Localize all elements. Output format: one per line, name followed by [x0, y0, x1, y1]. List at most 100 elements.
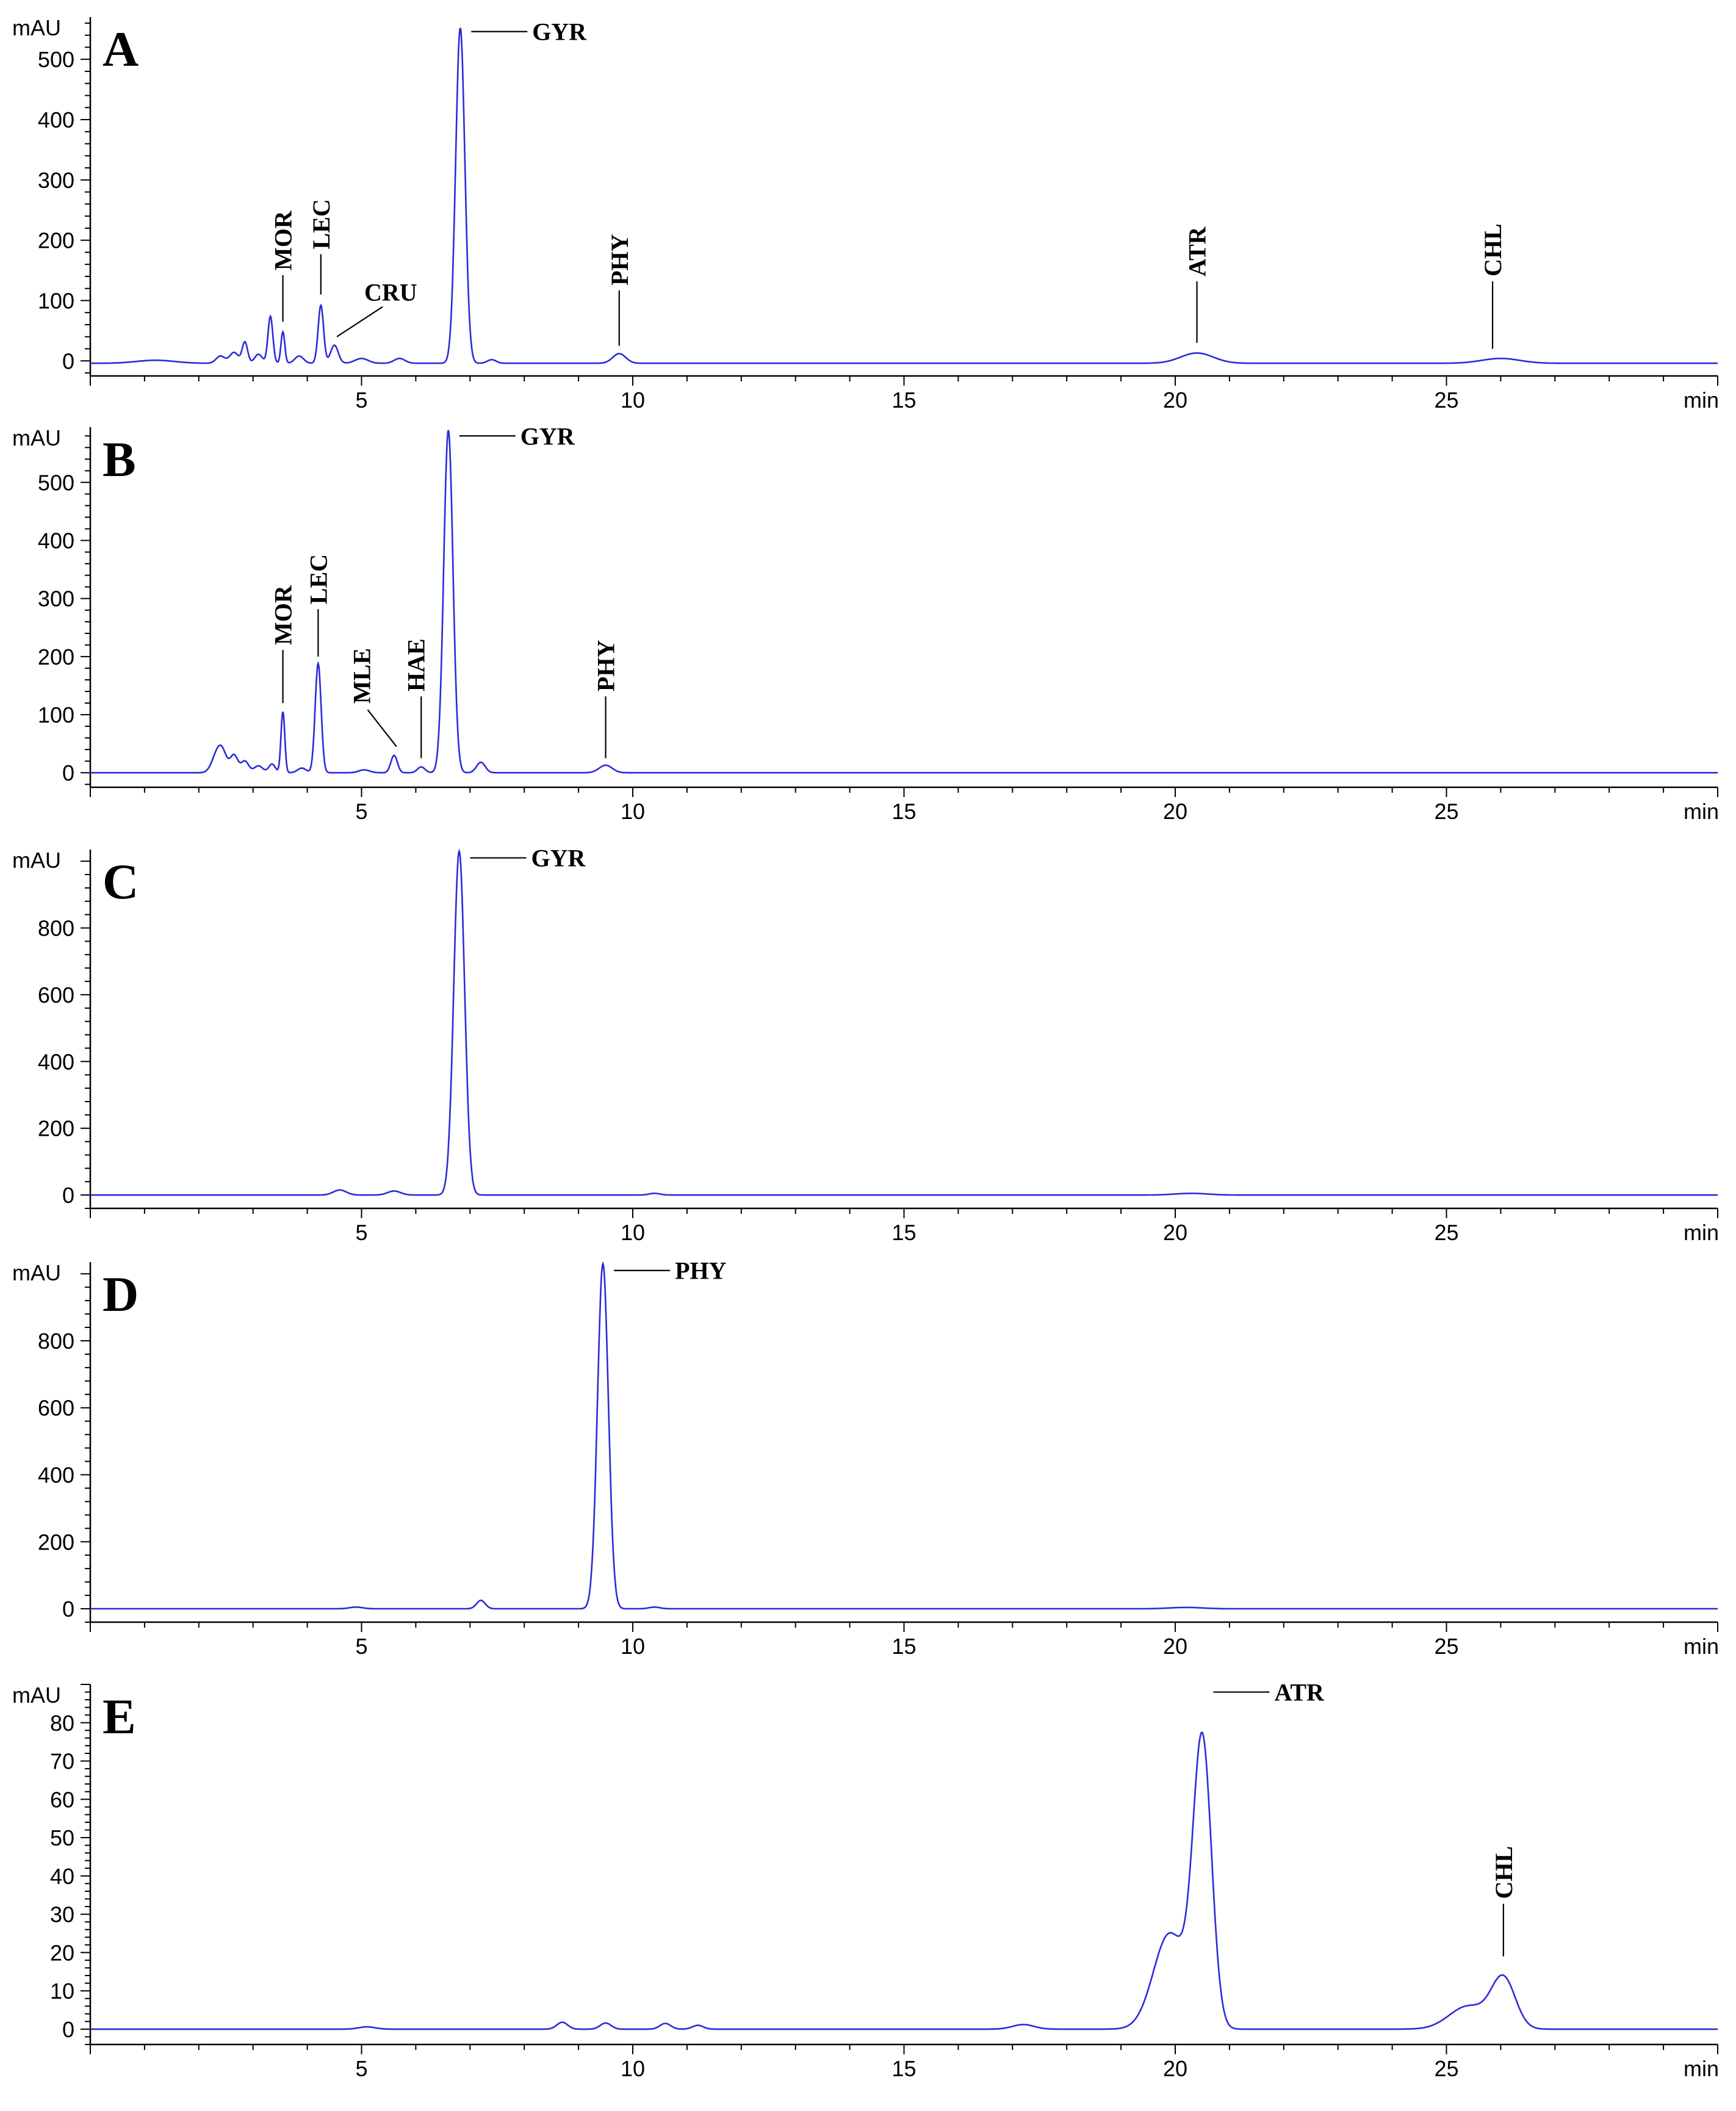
panel-letter: B	[103, 431, 136, 487]
peak-label-cru: CRU	[336, 279, 417, 337]
x-tick-label: 25	[1434, 1220, 1458, 1245]
x-tick-label: 20	[1163, 388, 1187, 413]
x-unit-label: min	[1684, 1220, 1719, 1245]
peak-label-text: LEC	[304, 554, 332, 604]
x-tick-label: 15	[891, 2056, 916, 2081]
y-tick-label: 600	[38, 983, 74, 1008]
chromatogram-trace	[90, 27, 1718, 364]
peak-label-text: HAE	[402, 638, 430, 691]
peak-label-text: GYR	[531, 845, 586, 872]
peak-label-text: PHY	[675, 1257, 727, 1285]
peak-label-atr: ATR	[1213, 1679, 1325, 1706]
y-tick-label: 100	[38, 702, 74, 727]
x-unit-label: min	[1684, 2056, 1719, 2081]
x-tick-label: 10	[621, 388, 645, 413]
peak-label-text: MOR	[270, 585, 297, 645]
y-tick-label: 300	[38, 586, 74, 612]
x-tick-label: 5	[355, 1634, 367, 1659]
x-tick-label: 5	[355, 1220, 367, 1245]
x-tick-label: 10	[621, 2056, 645, 2081]
x-tick-label: 15	[891, 799, 916, 824]
y-tick-label: 200	[38, 1116, 74, 1141]
y-tick-label: 800	[38, 916, 74, 941]
y-tick-label: 10	[50, 1979, 74, 2004]
panel-e: 5 10 15 20 25 0 10 20 30 40 50 60 70 80 mAU min E ATR CHL	[12, 1679, 1719, 2081]
panel-letter: A	[103, 21, 139, 77]
y-tick-label: 100	[38, 288, 74, 313]
y-tick-label: 400	[38, 107, 74, 132]
x-tick-label: 15	[891, 1634, 916, 1659]
y-tick-label: 0	[62, 1597, 74, 1622]
leader-line	[336, 306, 383, 337]
y-tick-label: 400	[38, 529, 74, 554]
x-tick-label: 20	[1163, 799, 1187, 824]
x-unit-label: min	[1684, 388, 1719, 413]
y-tick-label: 0	[62, 760, 74, 785]
x-tick-label: 5	[355, 2056, 367, 2081]
y-unit-label: mAU	[12, 848, 61, 873]
panel-c: 5 10 15 20 25 0 200 400 600 800 mAU min C GYR	[12, 845, 1719, 1245]
peak-label-text: CRU	[364, 279, 417, 306]
peak-label-gyr: GYR	[470, 845, 586, 872]
x-tick-label: 10	[621, 1634, 645, 1659]
peak-label-gyr: GYR	[459, 422, 575, 450]
y-tick-label: 300	[38, 168, 74, 193]
x-unit-label: min	[1684, 799, 1719, 824]
x-tick-label: 5	[355, 799, 367, 824]
peak-label-hae: HAE	[402, 638, 430, 759]
peak-label-text: ATR	[1184, 226, 1211, 276]
peak-label-lec: LEC	[308, 199, 335, 295]
peak-label-text: GYR	[532, 18, 587, 46]
y-tick-label: 30	[50, 1902, 74, 1927]
y-tick-label: 400	[38, 1463, 74, 1488]
x-tick-label: 25	[1434, 388, 1458, 413]
y-tick-label: 20	[50, 1940, 74, 1965]
x-tick-label: 5	[355, 388, 367, 413]
chromatogram-trace	[90, 1731, 1718, 2030]
panel-b: 5 10 15 20 25 0 100 200 300 400 500 mAU min B MOR LEC ML…	[12, 422, 1719, 824]
peak-label-mor: MOR	[270, 585, 297, 704]
y-unit-label: mAU	[12, 425, 61, 450]
y-tick-label: 40	[50, 1864, 74, 1889]
peak-label-text: CHL	[1479, 223, 1507, 276]
y-unit-label: mAU	[12, 1683, 61, 1708]
y-tick-label: 500	[38, 47, 74, 72]
y-tick-label: 200	[38, 1529, 74, 1554]
y-tick-label: 400	[38, 1049, 74, 1074]
peak-label-phy: PHY	[614, 1257, 727, 1285]
peak-label-atr: ATR	[1184, 226, 1211, 343]
x-tick-label: 20	[1163, 1634, 1187, 1659]
panel-letter: C	[103, 854, 139, 909]
chromatogram-trace	[90, 1261, 1718, 1610]
y-tick-label: 80	[50, 1711, 74, 1736]
y-unit-label: mAU	[12, 15, 61, 40]
panel-letter: D	[103, 1266, 139, 1322]
y-tick-label: 800	[38, 1329, 74, 1354]
x-unit-label: min	[1684, 1634, 1719, 1659]
panel-d: 5 10 15 20 25 0 200 400 600 800 mAU min D PHY	[12, 1257, 1719, 1659]
panel-letter: E	[103, 1689, 136, 1744]
x-tick-label: 25	[1434, 1634, 1458, 1659]
peak-label-phy: PHY	[592, 640, 620, 759]
peak-label-lec: LEC	[304, 554, 332, 657]
x-tick-label: 15	[891, 388, 916, 413]
y-tick-label: 0	[62, 2017, 74, 2042]
y-unit-label: mAU	[12, 1260, 61, 1285]
x-tick-label: 20	[1163, 1220, 1187, 1245]
peak-label-text: MOR	[270, 210, 297, 270]
x-tick-label: 10	[621, 1220, 645, 1245]
y-tick-label: 200	[38, 228, 74, 253]
peak-label-mor: MOR	[270, 210, 297, 322]
chromatogram-trace	[90, 848, 1718, 1196]
y-tick-label: 500	[38, 470, 74, 495]
y-tick-label: 0	[62, 348, 74, 373]
panel-a: 5 10 15 20 25 0 100 200 300 400 500 mAU min A MOR LEC CR…	[12, 15, 1719, 413]
peak-label-text: CHL	[1490, 1846, 1518, 1899]
peak-label-text: GYR	[520, 422, 575, 450]
peak-label-mle: MLE	[348, 648, 397, 748]
x-tick-label: 15	[891, 1220, 916, 1245]
peak-label-text: PHY	[592, 640, 620, 691]
y-tick-label: 50	[50, 1825, 74, 1850]
y-tick-label: 600	[38, 1396, 74, 1421]
